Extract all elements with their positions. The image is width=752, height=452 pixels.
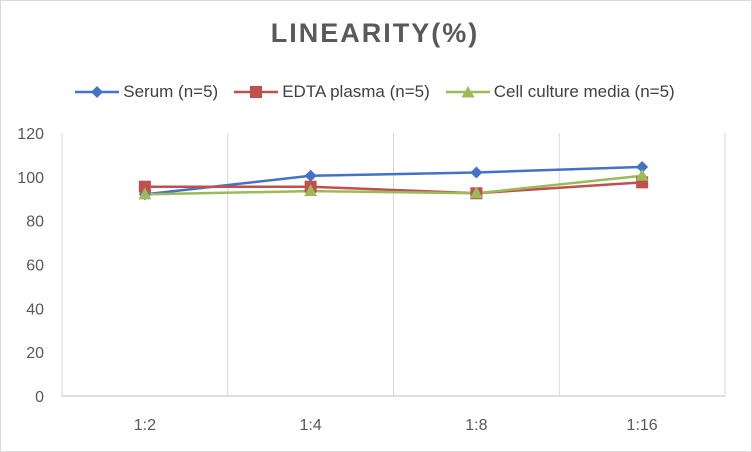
y-tick-label: 20 (26, 345, 44, 362)
legend-label-serum: Serum (n=5) (123, 82, 219, 101)
data-point-series-3 (138, 187, 152, 200)
x-tick-label: 1:16 (627, 417, 658, 434)
data-point-series-1 (304, 169, 317, 182)
series-line-3 (144, 174, 643, 196)
legend-swatch-cell-culture-media (445, 86, 490, 98)
data-point-series-1 (470, 166, 483, 179)
legend-label-edta-plasma: EDTA plasma (n=5) (282, 82, 430, 101)
data-point-series-3 (635, 168, 649, 181)
data-point-series-3 (304, 184, 318, 197)
x-tick-label: 1:4 (300, 417, 322, 434)
legend-item-cell-culture-media: Cell culture media (n=5) (445, 82, 675, 102)
data-point-series-2 (138, 180, 151, 193)
legend-item-edta-plasma: EDTA plasma (n=5) (234, 82, 430, 102)
chart-legend: Serum (n=5) EDTA plasma (n=5) Cell cultu… (0, 80, 750, 104)
y-tick-label: 40 (26, 301, 44, 318)
y-tick-label: 100 (17, 170, 44, 187)
chart-title: LINEARITY(%) (270, 18, 480, 48)
y-tick-label: 80 (26, 214, 44, 231)
data-point-series-1 (636, 160, 649, 173)
series-line-1 (144, 165, 643, 196)
y-tick-label: 120 (17, 126, 44, 143)
series-line-2 (144, 181, 643, 195)
y-tick-label: 60 (26, 258, 44, 275)
legend-swatch-edta-plasma (234, 86, 279, 98)
y-tick-label: 0 (35, 389, 44, 406)
legend-label-cell-culture-media: Cell culture media (n=5) (493, 82, 675, 101)
data-point-series-3 (469, 186, 483, 199)
legend-item-serum: Serum (n=5) (75, 82, 218, 102)
x-tick-label: 1:8 (465, 417, 487, 434)
x-tick-label: 1:2 (134, 417, 156, 434)
legend-swatch-serum (75, 86, 120, 98)
